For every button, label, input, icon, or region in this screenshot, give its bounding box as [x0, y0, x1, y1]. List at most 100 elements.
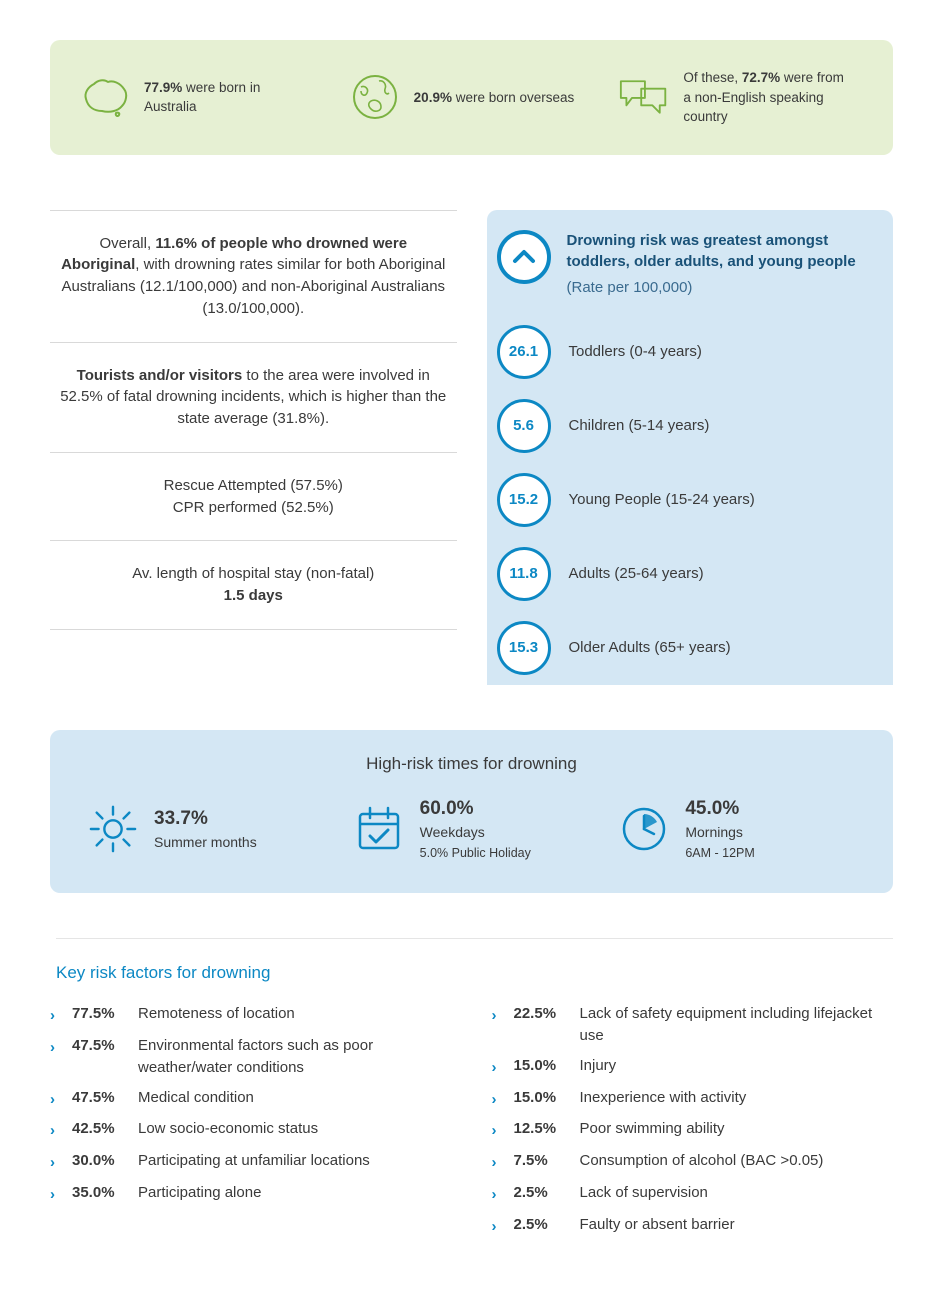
chevron-right-icon: › — [492, 1120, 504, 1142]
chevron-right-icon: › — [492, 1152, 504, 1174]
high-risk-item: 33.7%Summer months — [88, 795, 324, 863]
rate-label: Adults (25-64 years) — [569, 563, 704, 585]
risk-factors-left-column: › 77.5% Remoteness of location › 47.5% Enviro… — [50, 999, 452, 1241]
rate-value-circle: 26.1 — [497, 325, 551, 379]
origin-text-overseas: 20.9% were born overseas — [414, 88, 575, 108]
australia-icon — [80, 72, 130, 122]
risk-panel: Drowning risk was greatest amongst toddl… — [487, 210, 894, 685]
sun-icon — [88, 804, 138, 854]
high-risk-item: 45.0%Mornings6AM - 12PM — [619, 795, 855, 863]
rate-row: 5.6 Children (5-14 years) — [487, 389, 894, 463]
risk-header: Drowning risk was greatest amongst toddl… — [487, 210, 894, 315]
chevron-right-icon: › — [492, 1005, 504, 1027]
rate-label: Older Adults (65+ years) — [569, 637, 731, 659]
rate-row: 11.8 Adults (25-64 years) — [487, 537, 894, 611]
chevron-right-icon: › — [492, 1216, 504, 1238]
risk-factor-item: › 42.5% Low socio-economic status — [50, 1114, 452, 1146]
calendar-icon — [354, 804, 404, 854]
risk-factor-item: › 30.0% Participating at unfamiliar locati… — [50, 1146, 452, 1178]
fact-tourists: Tourists and/or visitors to the area wer… — [50, 342, 457, 452]
mid-row: Overall, 11.6% of people who drowned wer… — [50, 210, 893, 685]
chevron-right-icon: › — [492, 1057, 504, 1079]
high-risk-title: High-risk times for drowning — [88, 752, 855, 777]
risk-factor-label: Low socio-economic status — [138, 1118, 452, 1140]
risk-factor-item: › 12.5% Poor swimming ability — [492, 1114, 894, 1146]
chevron-right-icon: › — [50, 1152, 62, 1174]
risk-factor-item: › 35.0% Participating alone — [50, 1178, 452, 1210]
risk-factor-item: › 77.5% Remoteness of location — [50, 999, 452, 1031]
risk-factor-pct: 15.0% — [514, 1087, 570, 1109]
rate-value-circle: 11.8 — [497, 547, 551, 601]
origin-text-nonenglish: Of these, 72.7% were from a non-English … — [683, 68, 853, 127]
rate-label: Young People (15-24 years) — [569, 489, 755, 511]
origin-text-australia: 77.9% were born in Australia — [144, 78, 314, 117]
risk-factor-label: Lack of supervision — [580, 1182, 894, 1204]
rate-value-circle: 15.2 — [497, 473, 551, 527]
risk-factor-pct: 2.5% — [514, 1214, 570, 1236]
high-risk-times: High-risk times for drowning 33.7%Summer… — [50, 730, 893, 893]
chevron-right-icon: › — [50, 1037, 62, 1059]
clock-icon — [619, 804, 669, 854]
risk-subheading: (Rate per 100,000) — [567, 277, 872, 299]
risk-heading: Drowning risk was greatest amongst toddl… — [567, 232, 856, 271]
risk-factors-title: Key risk factors for drowning — [56, 938, 893, 986]
risk-factor-label: Poor swimming ability — [580, 1118, 894, 1140]
risk-factor-item: › 47.5% Environmental factors such as poor… — [50, 1031, 452, 1083]
high-risk-text: 60.0%Weekdays5.0% Public Holiday — [420, 795, 531, 863]
risk-factor-pct: 30.0% — [72, 1150, 128, 1172]
risk-factor-pct: 7.5% — [514, 1150, 570, 1172]
risk-factor-label: Faulty or absent barrier — [580, 1214, 894, 1236]
rate-label: Children (5-14 years) — [569, 415, 710, 437]
rate-row: 15.2 Young People (15-24 years) — [487, 463, 894, 537]
facts-column: Overall, 11.6% of people who drowned wer… — [50, 210, 457, 685]
chevron-right-icon: › — [50, 1005, 62, 1027]
risk-factors-right-column: › 22.5% Lack of safety equipment including… — [492, 999, 894, 1241]
risk-factor-label: Environmental factors such as poor weath… — [138, 1035, 452, 1079]
risk-factor-item: › 47.5% Medical condition — [50, 1083, 452, 1115]
high-risk-text: 45.0%Mornings6AM - 12PM — [685, 795, 754, 863]
risk-factor-pct: 42.5% — [72, 1118, 128, 1140]
risk-factor-item: › 7.5% Consumption of alcohol (BAC >0.05) — [492, 1146, 894, 1178]
rate-value-circle: 15.3 — [497, 621, 551, 675]
risk-factors-section: Key risk factors for drowning › 77.5% Remo… — [50, 938, 893, 1242]
risk-factor-label: Participating alone — [138, 1182, 452, 1204]
rate-label: Toddlers (0-4 years) — [569, 341, 702, 363]
risk-factor-label: Inexperience with activity — [580, 1087, 894, 1109]
risk-factor-pct: 2.5% — [514, 1182, 570, 1204]
risk-factor-item: › 15.0% Inexperience with activity — [492, 1083, 894, 1115]
origin-item-overseas: 20.9% were born overseas — [350, 72, 594, 122]
risk-factor-label: Lack of safety equipment including lifej… — [580, 1003, 894, 1047]
origin-item-australia: 77.9% were born in Australia — [80, 72, 324, 122]
risk-factor-item: › 22.5% Lack of safety equipment including… — [492, 999, 894, 1051]
chevron-right-icon: › — [492, 1089, 504, 1111]
risk-factor-label: Medical condition — [138, 1087, 452, 1109]
speech-icon — [619, 72, 669, 122]
risk-factor-pct: 35.0% — [72, 1182, 128, 1204]
fact-rescue: Rescue Attempted (57.5%) CPR performed (… — [50, 452, 457, 541]
chevron-right-icon: › — [50, 1120, 62, 1142]
risk-factor-item: › 2.5% Faulty or absent barrier — [492, 1210, 894, 1242]
rate-value-circle: 5.6 — [497, 399, 551, 453]
risk-factor-label: Participating at unfamiliar locations — [138, 1150, 452, 1172]
chevron-right-icon: › — [492, 1184, 504, 1206]
chevron-right-icon: › — [50, 1184, 62, 1206]
high-risk-item: 60.0%Weekdays5.0% Public Holiday — [354, 795, 590, 863]
globe-icon — [350, 72, 400, 122]
risk-factor-pct: 12.5% — [514, 1118, 570, 1140]
up-arrow-icon — [497, 230, 551, 284]
risk-factor-label: Injury — [580, 1055, 894, 1077]
high-risk-text: 33.7%Summer months — [154, 805, 257, 853]
risk-factor-pct: 22.5% — [514, 1003, 570, 1025]
risk-factor-label: Remoteness of location — [138, 1003, 452, 1025]
risk-factor-pct: 47.5% — [72, 1087, 128, 1109]
risk-factor-pct: 47.5% — [72, 1035, 128, 1057]
origin-item-nonenglish: Of these, 72.7% were from a non-English … — [619, 68, 863, 127]
risk-factor-label: Consumption of alcohol (BAC >0.05) — [580, 1150, 894, 1172]
chevron-right-icon: › — [50, 1089, 62, 1111]
risk-factor-pct: 77.5% — [72, 1003, 128, 1025]
fact-aboriginal: Overall, 11.6% of people who drowned wer… — [50, 210, 457, 342]
risk-factor-item: › 15.0% Injury — [492, 1051, 894, 1083]
fact-hospital: Av. length of hospital stay (non-fatal) … — [50, 540, 457, 630]
risk-factor-pct: 15.0% — [514, 1055, 570, 1077]
origin-banner: 77.9% were born in Australia 20.9% were … — [50, 40, 893, 155]
